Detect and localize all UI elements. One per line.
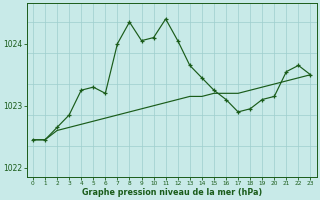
X-axis label: Graphe pression niveau de la mer (hPa): Graphe pression niveau de la mer (hPa): [82, 188, 262, 197]
